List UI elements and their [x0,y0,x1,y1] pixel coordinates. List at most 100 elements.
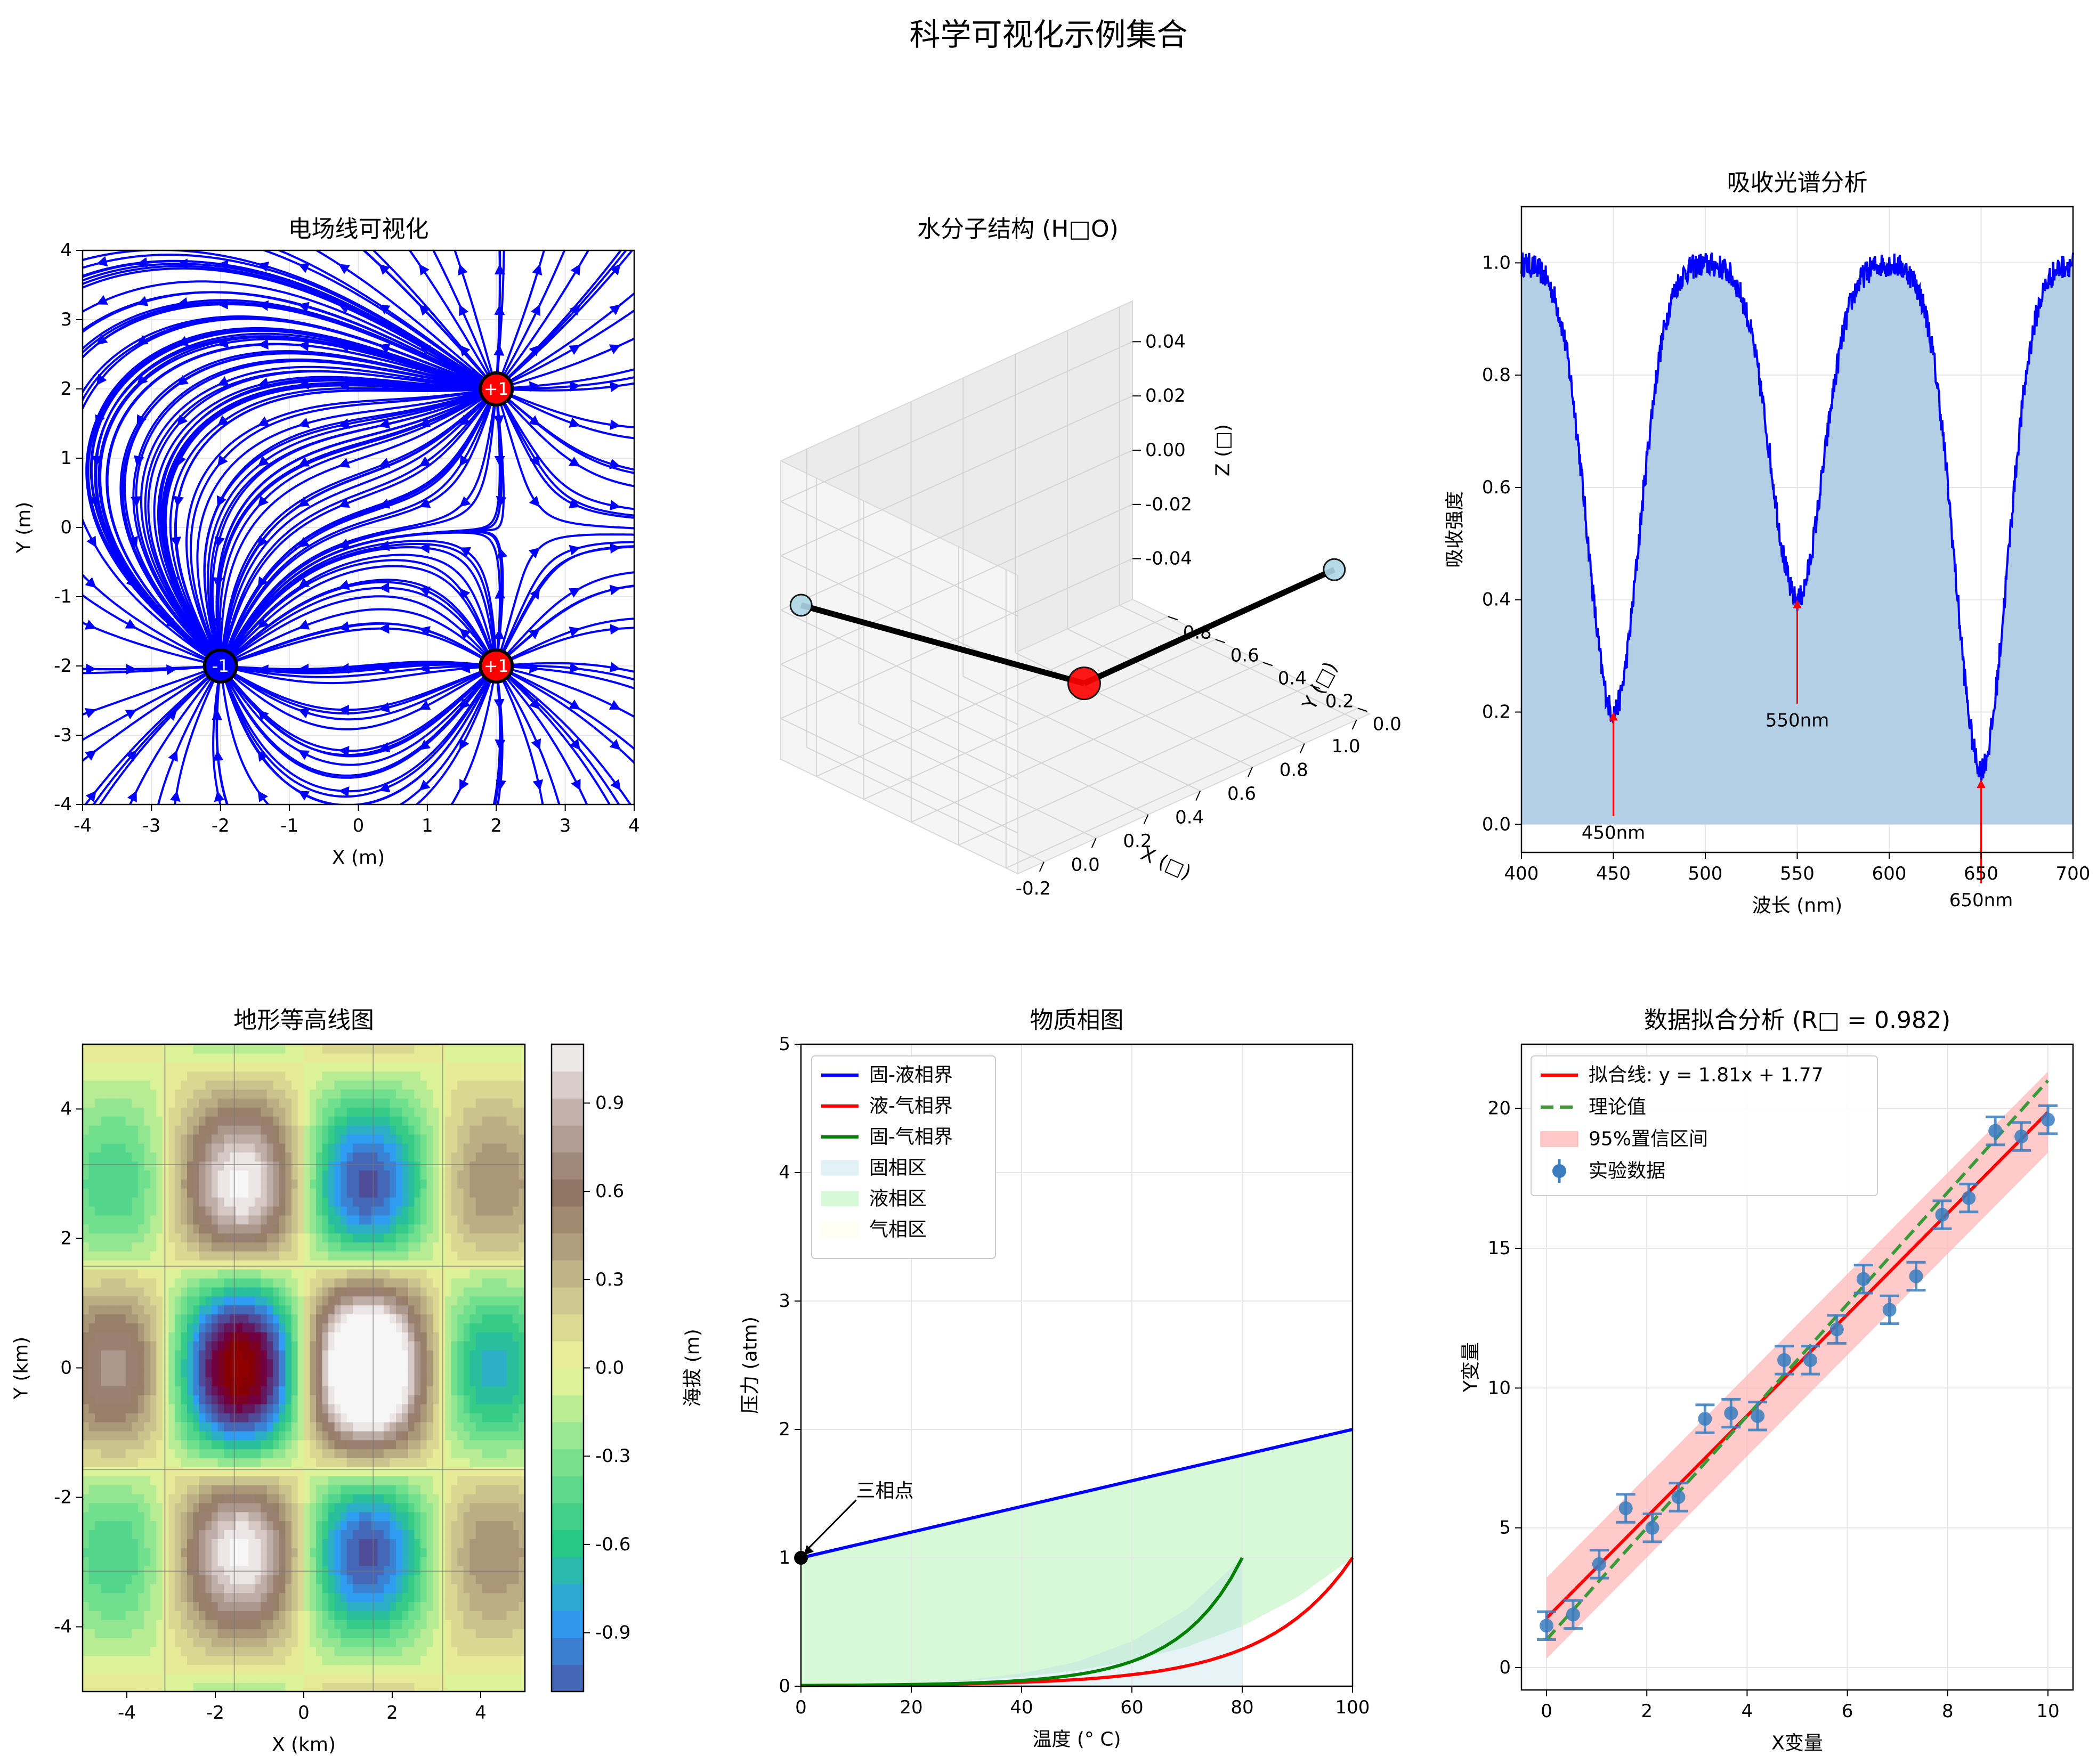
terrain-cell [414,1673,421,1683]
terrain-cell [390,1637,396,1647]
terrain-cell [174,1646,182,1656]
terrain-cell [230,1350,237,1360]
terrain-cell [433,1395,440,1404]
terrain-cell [199,1493,206,1503]
terrain-cell [383,1521,391,1531]
terrain-cell [174,1412,182,1422]
terrain-cell [420,1377,427,1387]
terrain-cell [420,1260,427,1270]
terrain-cell [377,1655,384,1665]
terrain-cell [451,1098,458,1108]
terrain-cell [162,1251,169,1261]
terrain-cell [224,1395,231,1404]
terrain-cell [119,1314,126,1323]
field-line [499,391,634,471]
terrain-cell [137,1080,145,1090]
terrain-cell [310,1170,317,1180]
terrain-cell [107,1152,114,1162]
z-tick-label: -0.02 [1145,494,1192,515]
terrain-cell [113,1340,120,1351]
terrain-cell [371,1340,378,1351]
terrain-cell [328,1134,335,1144]
terrain-cell [304,1359,311,1369]
terrain-cell [395,1377,403,1387]
terrain-cell [371,1125,378,1135]
terrain-cell [113,1368,120,1378]
terrain-cell [230,1305,237,1315]
terrain-cell [125,1404,132,1413]
terrain-cell [88,1539,95,1548]
terrain-cell [371,1359,378,1369]
terrain-cell [88,1637,95,1647]
terrain-cell [420,1421,427,1432]
terrain-cell [125,1314,132,1323]
terrain-cell [341,1260,347,1270]
terrain-cell [212,1592,218,1603]
terrain-cell [168,1170,175,1180]
terrain-cell [101,1620,108,1629]
terrain-cell [101,1386,108,1395]
terrain-cell [383,1125,391,1135]
terrain-cell [254,1548,262,1557]
terrain-cell [346,1628,353,1638]
terrain-cell [119,1215,126,1225]
terrain-cell [390,1350,396,1360]
terrain-cell [279,1269,286,1279]
terrain-cell [113,1620,120,1629]
terrain-cell [414,1430,421,1441]
terrain-cell [322,1323,329,1332]
terrain-cell [291,1565,298,1575]
terrain-cell [199,1233,206,1243]
terrain-cell [205,1116,212,1126]
terrain-cell [390,1314,396,1323]
terrain-cell [156,1467,163,1476]
terrain-cell [95,1287,102,1297]
terrain-cell [217,1377,224,1387]
terrain-cell [88,1530,95,1539]
terrain-cell [285,1421,292,1432]
terrain-cell [230,1611,237,1620]
terrain-cell [254,1278,262,1288]
terrain-cell [193,1089,200,1099]
terrain-cell [119,1574,126,1584]
terrain-cell [365,1511,372,1522]
terrain-cell [365,1565,372,1575]
terrain-cell [383,1269,391,1279]
terrain-cell [224,1646,231,1656]
terrain-cell [119,1646,126,1656]
terrain-cell [236,1556,243,1566]
terrain-cell [316,1206,323,1216]
terrain-cell [304,1664,311,1674]
terrain-cell [193,1412,200,1422]
terrain-cell [107,1548,114,1557]
terrain-cell [353,1583,360,1594]
terrain-cell [168,1386,175,1395]
terrain-cell [236,1233,243,1243]
terrain-cell [107,1412,114,1422]
terrain-cell [156,1062,163,1072]
terrain-cell [310,1215,317,1225]
terrain-cell [156,1116,163,1126]
terrain-cell [83,1395,90,1404]
terrain-cell [144,1368,151,1378]
terrain-cell [88,1565,95,1575]
terrain-cell [132,1179,139,1189]
terrain-cell [248,1682,255,1692]
terrain-cell [88,1152,95,1162]
terrain-cell [365,1404,372,1413]
terrain-cell [137,1107,145,1117]
terrain-cell [144,1611,151,1620]
terrain-cell [83,1224,90,1234]
field-arrow [177,375,189,386]
terrain-cell [304,1511,311,1522]
terrain-cell [426,1098,433,1108]
terrain-cell [168,1053,175,1063]
terrain-cell [101,1602,108,1611]
terrain-cell [181,1098,188,1108]
terrain-cell [168,1611,175,1620]
terrain-cell [254,1197,262,1207]
terrain-cell [316,1332,323,1342]
terrain-cell [266,1682,274,1692]
terrain-cell [181,1251,188,1261]
terrain-cell [248,1080,255,1090]
